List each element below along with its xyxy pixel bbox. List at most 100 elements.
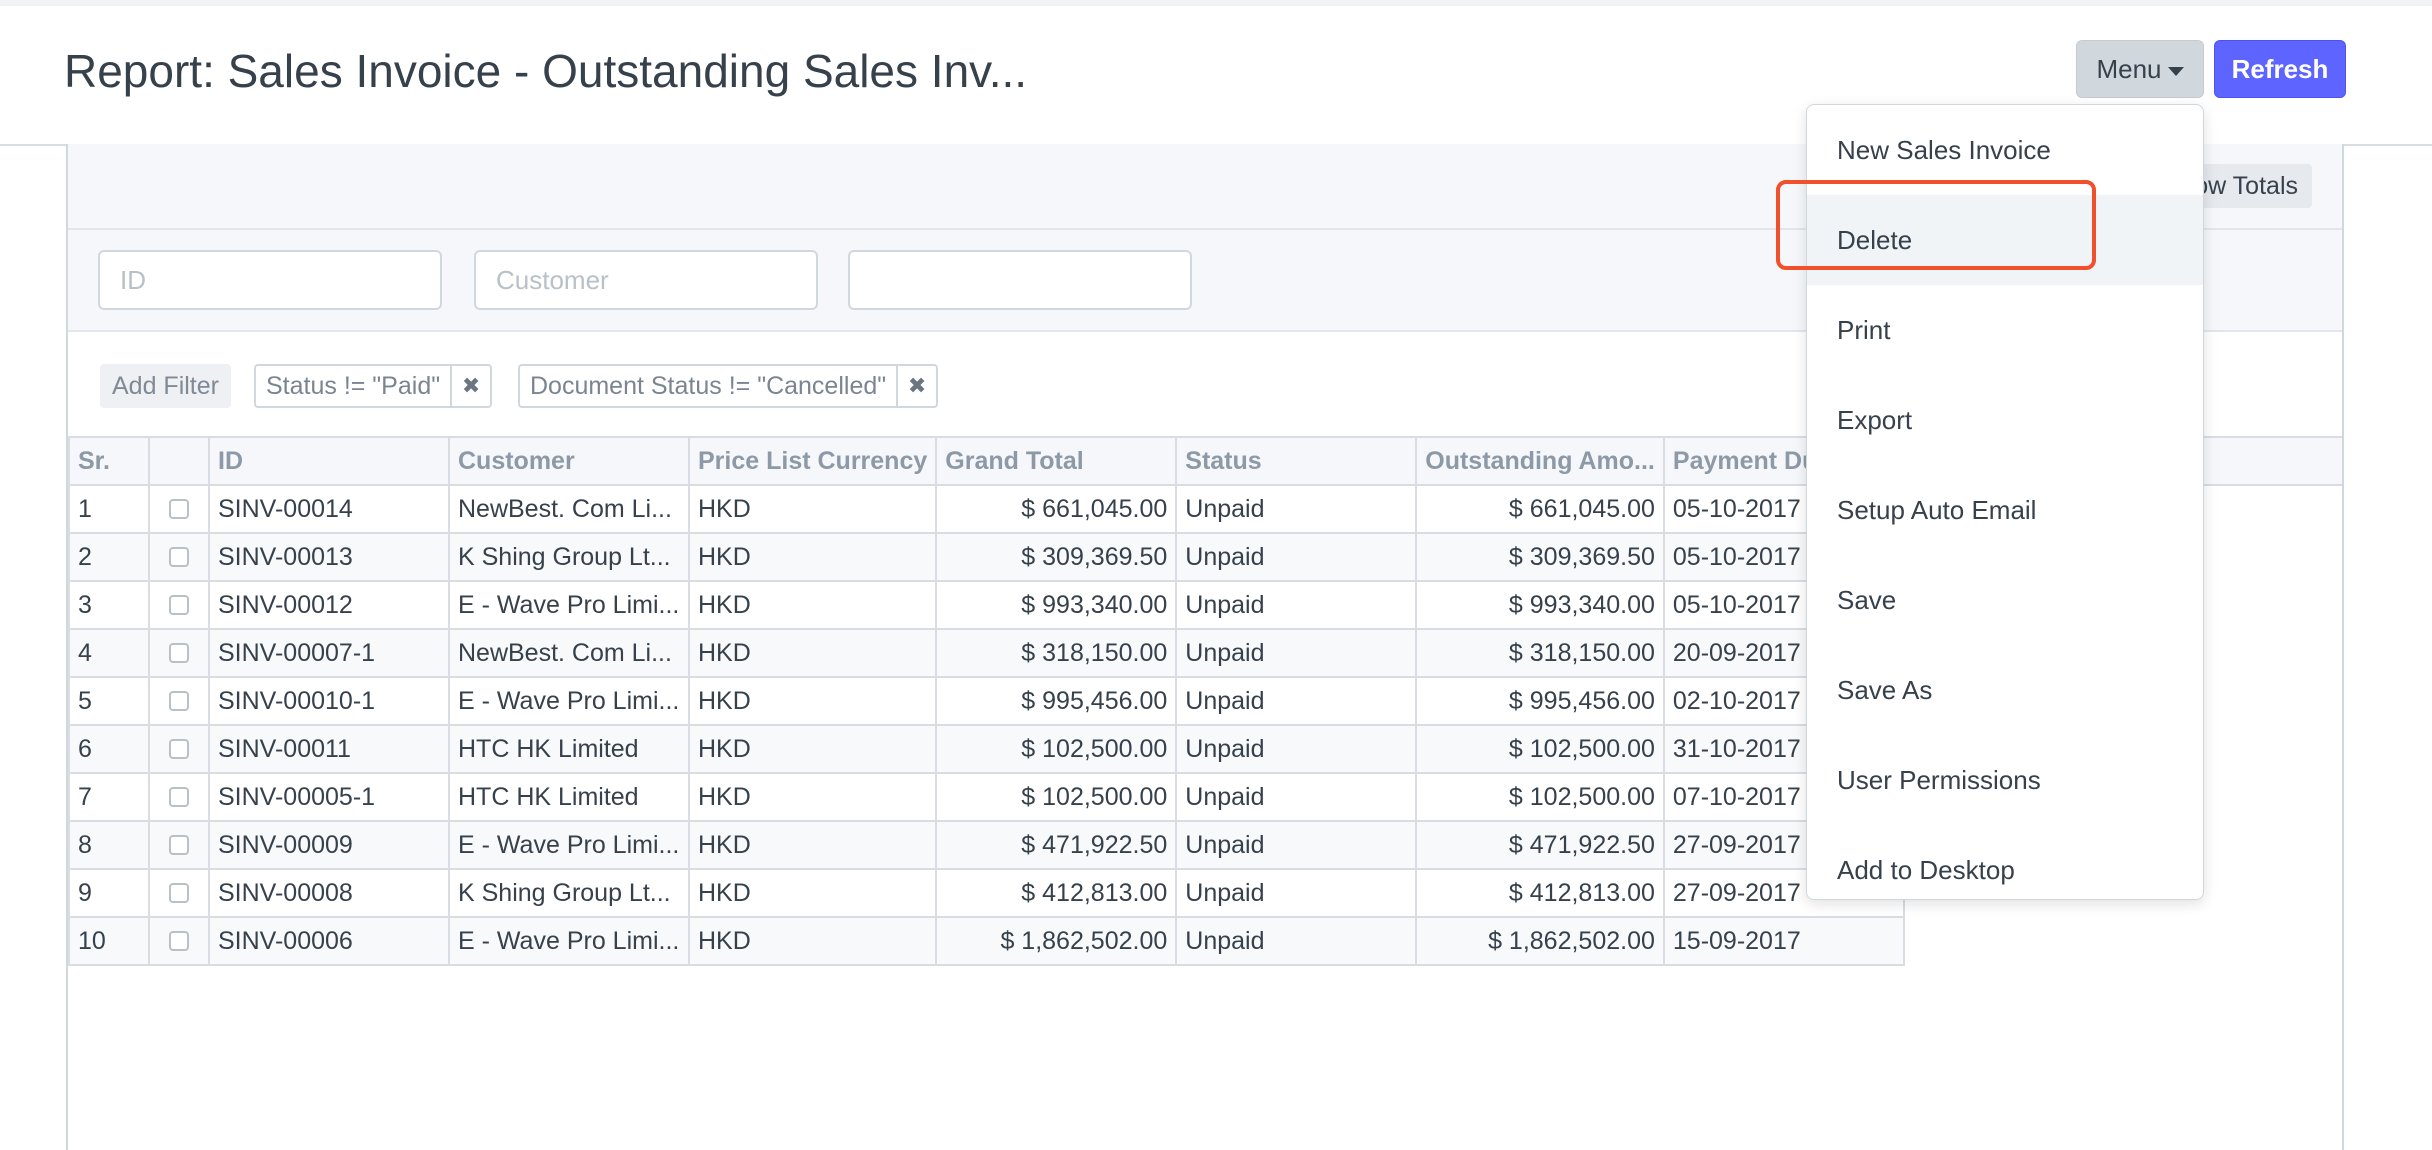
menu-button[interactable]: Menu	[2076, 40, 2204, 98]
remove-filter-icon[interactable]: ✖	[461, 373, 481, 398]
row-checkbox[interactable]	[169, 931, 189, 951]
table-row[interactable]: 7 SINV-00005-1 HTC HK Limited HKD $ 102,500.…	[68, 772, 1905, 822]
table-row[interactable]: 10 SINV-00006 E - Wave Pro Limi... HKD $ 1,8…	[68, 916, 1905, 966]
row-checkbox[interactable]	[169, 691, 189, 711]
menu-item-setup-auto-email[interactable]: Setup Auto Email	[1837, 495, 2037, 525]
cell-sr: 4	[68, 628, 150, 678]
cell-status: Unpaid	[1175, 868, 1418, 918]
cell-status: Unpaid	[1175, 820, 1418, 870]
grid-header-row: Sr. ID Customer Price List Currency Gran…	[68, 436, 1905, 486]
cell-id: SINV-00009	[208, 820, 450, 870]
top-strip	[0, 0, 2432, 6]
cell-grand-total: $ 471,922.50	[935, 820, 1178, 870]
col-status[interactable]: Status	[1175, 436, 1418, 486]
cell-grand-total: $ 412,813.00	[935, 868, 1178, 918]
col-outstanding-amount[interactable]: Outstanding Amo...	[1415, 436, 1665, 486]
menu-item-save-as[interactable]: Save As	[1837, 675, 1933, 705]
cell-customer: HTC HK Limited	[448, 772, 690, 822]
col-price-list-currency[interactable]: Price List Currency	[687, 436, 938, 486]
cell-select	[148, 916, 210, 966]
cell-sr: 9	[68, 868, 150, 918]
cell-select	[148, 628, 210, 678]
row-checkbox[interactable]	[169, 883, 189, 903]
table-row[interactable]: 5 SINV-00010-1 E - Wave Pro Limi... HKD $ 99…	[68, 676, 1905, 726]
menu-item-user-permissions[interactable]: User Permissions	[1837, 765, 2041, 795]
menu-item-add-to-desktop[interactable]: Add to Desktop	[1837, 855, 2015, 885]
cell-id: SINV-00008	[208, 868, 450, 918]
cell-customer: K Shing Group Lt...	[448, 868, 690, 918]
page-title: Report: Sales Invoice - Outstanding Sale…	[64, 45, 1028, 97]
row-checkbox[interactable]	[169, 595, 189, 615]
cell-id: SINV-00005-1	[208, 772, 450, 822]
cell-customer: E - Wave Pro Limi...	[448, 676, 690, 726]
id-filter-input[interactable]	[98, 250, 442, 310]
row-checkbox[interactable]	[169, 547, 189, 567]
col-grand-total[interactable]: Grand Total	[935, 436, 1178, 486]
col-id[interactable]: ID	[208, 436, 450, 486]
cell-sr: 7	[68, 772, 150, 822]
cell-customer: E - Wave Pro Limi...	[448, 580, 690, 630]
cell-sr: 8	[68, 820, 150, 870]
table-row[interactable]: 2 SINV-00013 K Shing Group Lt... HKD $ 309,3…	[68, 532, 1905, 582]
report-grid: Sr. ID Customer Price List Currency Gran…	[68, 436, 1905, 966]
table-row[interactable]: 1 SINV-00014 NewBest. Com Li... HKD $ 661,04…	[68, 484, 1905, 534]
third-filter-input[interactable]	[848, 250, 1192, 310]
menu-item-save[interactable]: Save	[1837, 585, 1897, 615]
report-frame: Show Totals Add Filter Status != "Paid" …	[66, 144, 2344, 1150]
cell-outstanding-amount: $ 661,045.00	[1415, 484, 1665, 534]
cell-id: SINV-00014	[208, 484, 450, 534]
row-checkbox[interactable]	[169, 499, 189, 519]
menu-item-print[interactable]: Print	[1837, 315, 1891, 345]
cell-status: Unpaid	[1175, 772, 1418, 822]
col-customer[interactable]: Customer	[448, 436, 690, 486]
cell-grand-total: $ 1,862,502.00	[935, 916, 1178, 966]
cell-customer: NewBest. Com Li...	[448, 628, 690, 678]
cell-currency: HKD	[687, 628, 938, 678]
table-row[interactable]: 6 SINV-00011 HTC HK Limited HKD $ 102,500.00…	[68, 724, 1905, 774]
menu-item-new-sales-invoice[interactable]: New Sales Invoice	[1837, 135, 2051, 165]
row-checkbox[interactable]	[169, 643, 189, 663]
add-filter-button[interactable]: Add Filter	[100, 364, 231, 408]
menu-item-export[interactable]: Export	[1837, 405, 1913, 435]
col-sr[interactable]: Sr.	[68, 436, 150, 486]
cell-sr: 2	[68, 532, 150, 582]
cell-currency: HKD	[687, 868, 938, 918]
table-row[interactable]: 3 SINV-00012 E - Wave Pro Limi... HKD $ 993,…	[68, 580, 1905, 630]
cell-grand-total: $ 102,500.00	[935, 724, 1178, 774]
cell-status: Unpaid	[1175, 532, 1418, 582]
cell-select	[148, 676, 210, 726]
remove-filter-icon[interactable]: ✖	[907, 373, 927, 398]
cell-sr: 1	[68, 484, 150, 534]
customer-filter-input[interactable]	[474, 250, 818, 310]
table-row[interactable]: 8 SINV-00009 E - Wave Pro Limi... HKD $ 471,…	[68, 820, 1905, 870]
cell-currency: HKD	[687, 532, 938, 582]
cell-id: SINV-00007-1	[208, 628, 450, 678]
cell-status: Unpaid	[1175, 916, 1418, 966]
row-checkbox[interactable]	[169, 739, 189, 759]
cell-currency: HKD	[687, 676, 938, 726]
cell-sr: 5	[68, 676, 150, 726]
cell-status: Unpaid	[1175, 724, 1418, 774]
row-checkbox[interactable]	[169, 787, 189, 807]
cell-grand-total: $ 995,456.00	[935, 676, 1178, 726]
filter-tag-label[interactable]: Status != "Paid"	[256, 366, 453, 406]
cell-currency: HKD	[687, 484, 938, 534]
col-select[interactable]	[148, 436, 210, 486]
table-row[interactable]: 4 SINV-00007-1 NewBest. Com Li... HKD $ 318,…	[68, 628, 1905, 678]
filter-tag-document-status: Document Status != "Cancelled" ✖	[518, 364, 939, 408]
cell-outstanding-amount: $ 102,500.00	[1415, 772, 1665, 822]
cell-payment-due: 15-09-2017	[1662, 916, 1905, 966]
row-checkbox[interactable]	[169, 835, 189, 855]
cell-outstanding-amount: $ 102,500.00	[1415, 724, 1665, 774]
cell-id: SINV-00013	[208, 532, 450, 582]
filter-tags-area: Add Filter Status != "Paid" ✖ Document S…	[68, 332, 2342, 436]
cell-select	[148, 820, 210, 870]
filter-tag-label[interactable]: Document Status != "Cancelled"	[520, 366, 899, 406]
cell-currency: HKD	[687, 580, 938, 630]
cell-outstanding-amount: $ 995,456.00	[1415, 676, 1665, 726]
cell-customer: K Shing Group Lt...	[448, 532, 690, 582]
cell-select	[148, 724, 210, 774]
refresh-button[interactable]: Refresh	[2214, 40, 2346, 98]
table-row[interactable]: 9 SINV-00008 K Shing Group Lt... HKD $ 412,8…	[68, 868, 1905, 918]
menu-item-delete[interactable]: Delete	[1807, 195, 2203, 285]
